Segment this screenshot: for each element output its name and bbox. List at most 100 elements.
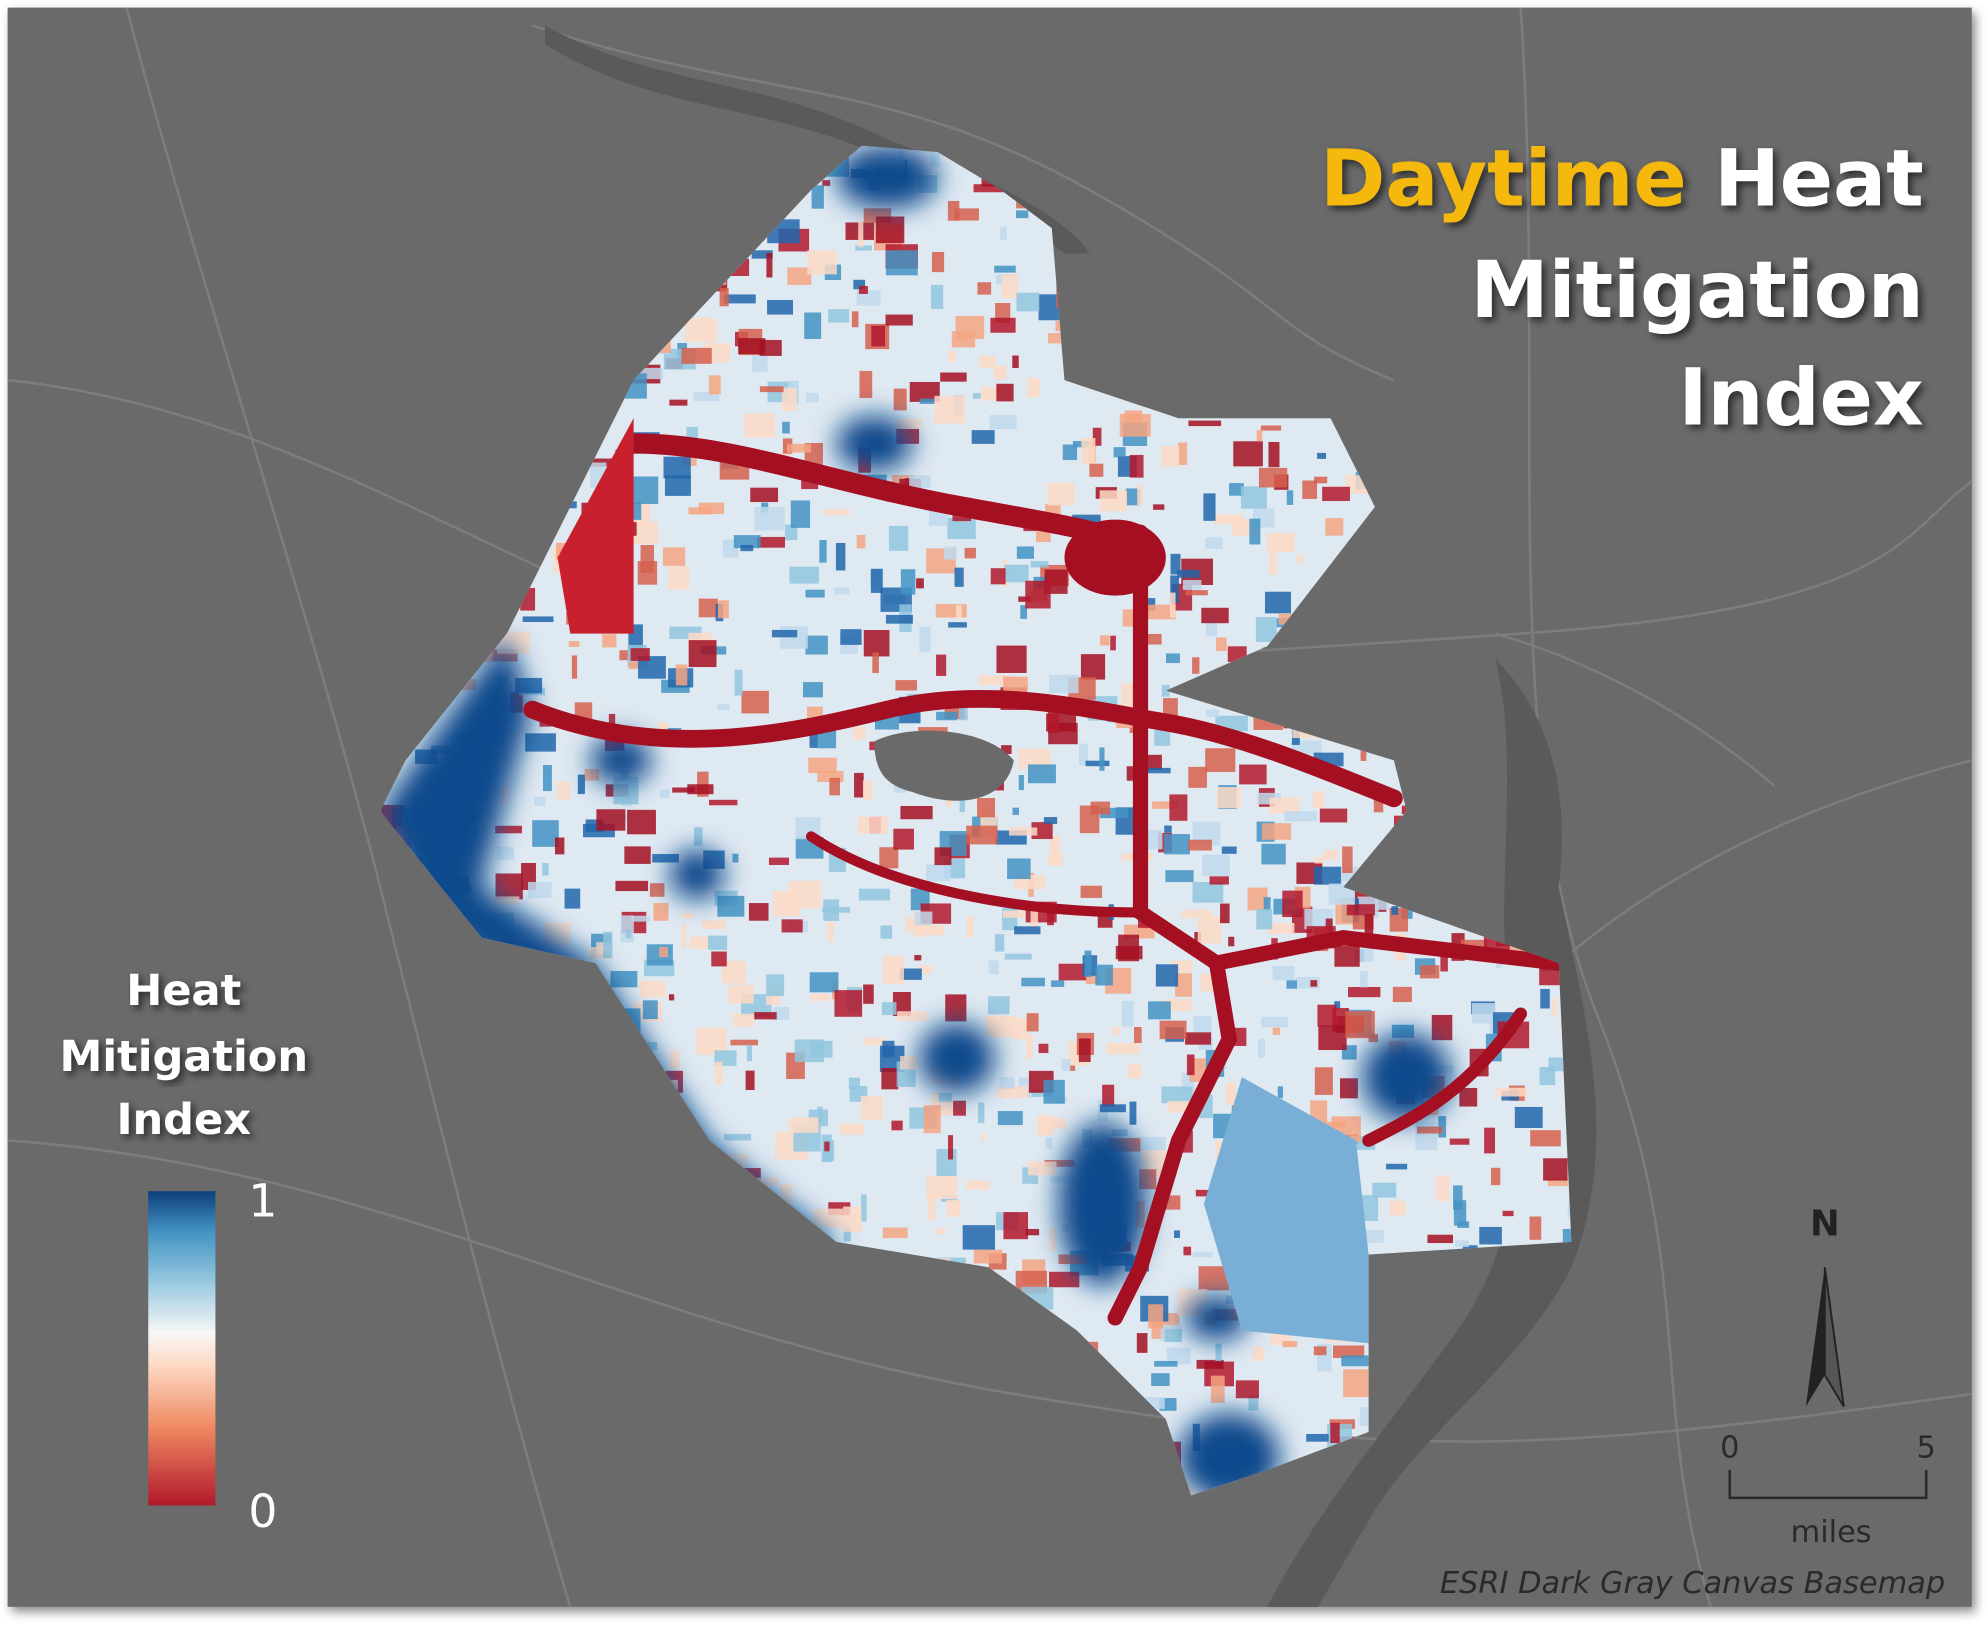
land-patch	[817, 1106, 823, 1122]
land-patch	[1228, 936, 1235, 947]
land-patch	[823, 509, 851, 516]
legend-min: 0	[248, 1485, 277, 1538]
land-patch	[556, 781, 571, 800]
land-patch	[1332, 1345, 1365, 1358]
land-patch	[1252, 1346, 1265, 1362]
land-patch	[931, 251, 945, 273]
land-patch	[1145, 754, 1162, 770]
land-patch	[1229, 483, 1244, 496]
land-patch	[1258, 467, 1288, 488]
land-patch	[1214, 514, 1243, 525]
land-patch	[1233, 441, 1263, 467]
land-patch	[952, 513, 972, 522]
land-patch	[888, 525, 909, 551]
land-patch	[947, 1135, 954, 1160]
land-patch	[1459, 1087, 1478, 1107]
title-line: Mitigation	[1470, 244, 1923, 336]
legend-max: 1	[248, 1175, 277, 1228]
land-patch	[809, 726, 818, 748]
land-patch	[930, 284, 944, 309]
land-patch	[1261, 843, 1286, 865]
land-patch	[1416, 1126, 1443, 1134]
land-patch	[794, 1039, 824, 1063]
land-patch	[1551, 998, 1558, 1016]
land-patch	[738, 338, 766, 355]
land-patch	[1261, 823, 1292, 840]
land-patch	[728, 985, 754, 1004]
land-patch	[1205, 709, 1219, 717]
land-patch	[996, 645, 1027, 673]
land-patch	[822, 180, 831, 186]
land-patch	[766, 974, 785, 997]
land-patch	[782, 421, 790, 434]
land-patch	[875, 216, 905, 244]
land-patch	[1014, 926, 1041, 935]
land-patch	[1277, 1086, 1283, 1099]
land-patch	[1115, 945, 1143, 960]
land-patch	[1392, 986, 1412, 1003]
land-patch	[689, 936, 709, 949]
land-patch	[1169, 592, 1176, 618]
land-patch	[1268, 441, 1280, 468]
land-patch	[1049, 1227, 1056, 1251]
land-patch	[627, 809, 656, 835]
land-patch	[1258, 1038, 1266, 1058]
land-patch	[1471, 1003, 1496, 1024]
land-patch	[953, 1100, 966, 1116]
land-patch	[1047, 709, 1060, 734]
land-patch	[882, 1040, 895, 1058]
land-patch	[987, 996, 1010, 1015]
land-patch	[977, 282, 992, 295]
land-patch	[1169, 794, 1188, 821]
land-patch	[1145, 767, 1171, 774]
land-patch	[1095, 964, 1113, 986]
land-patch	[853, 279, 866, 290]
land-patch	[1003, 676, 1028, 692]
land-patch	[1003, 1212, 1029, 1240]
legend-title: Mitigation	[59, 1032, 308, 1082]
land-patch	[1048, 333, 1067, 344]
land-patch	[1197, 916, 1222, 944]
land-patch	[802, 682, 823, 698]
land-patch	[630, 648, 650, 661]
land-patch	[1529, 1216, 1542, 1240]
land-patch	[817, 770, 844, 783]
land-patch	[872, 652, 879, 674]
land-patch	[947, 200, 960, 221]
land-patch	[934, 847, 952, 866]
land-patch	[1540, 988, 1550, 1009]
land-patch	[1249, 518, 1261, 545]
land-patch	[1415, 1122, 1438, 1151]
land-patch	[943, 546, 957, 560]
land-patch	[571, 655, 578, 679]
land-patch	[664, 475, 691, 496]
land-patch	[768, 857, 790, 865]
land-patch	[1163, 834, 1190, 855]
land-patch	[1306, 1433, 1329, 1442]
land-patch	[990, 568, 1006, 585]
river	[1267, 658, 1597, 1607]
land-patch	[1016, 292, 1040, 312]
land-patch	[899, 968, 922, 980]
land-patch	[493, 896, 520, 906]
land-patch	[994, 934, 1005, 952]
land-patch	[856, 534, 866, 549]
land-patch	[808, 757, 837, 774]
land-patch	[748, 1177, 778, 1186]
river	[544, 25, 1090, 254]
land-patch	[1125, 488, 1141, 506]
land-patch	[1016, 210, 1029, 219]
land-patch	[555, 837, 565, 855]
land-patch	[811, 185, 824, 209]
land-patch	[1215, 1343, 1222, 1361]
land-patch	[1161, 684, 1170, 697]
land-patch	[1016, 546, 1035, 559]
land-patch	[596, 809, 626, 831]
land-patch	[1314, 1067, 1333, 1095]
land-patch	[1069, 1064, 1076, 1071]
land-patch	[715, 1061, 723, 1085]
land-patch	[1431, 1014, 1453, 1041]
land-patch	[688, 640, 717, 668]
